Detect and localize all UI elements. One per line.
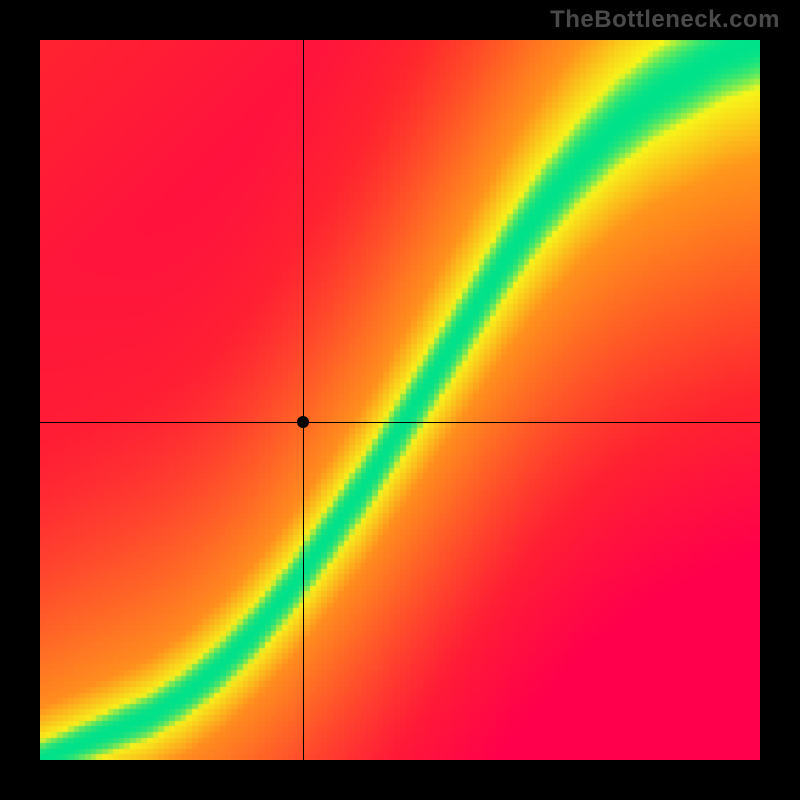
watermark-text: TheBottleneck.com [550, 6, 780, 34]
crosshair-marker [297, 416, 309, 428]
crosshair-horizontal [40, 422, 760, 423]
plot-area [40, 40, 760, 760]
heatmap-canvas [40, 40, 760, 760]
crosshair-vertical [303, 40, 304, 760]
